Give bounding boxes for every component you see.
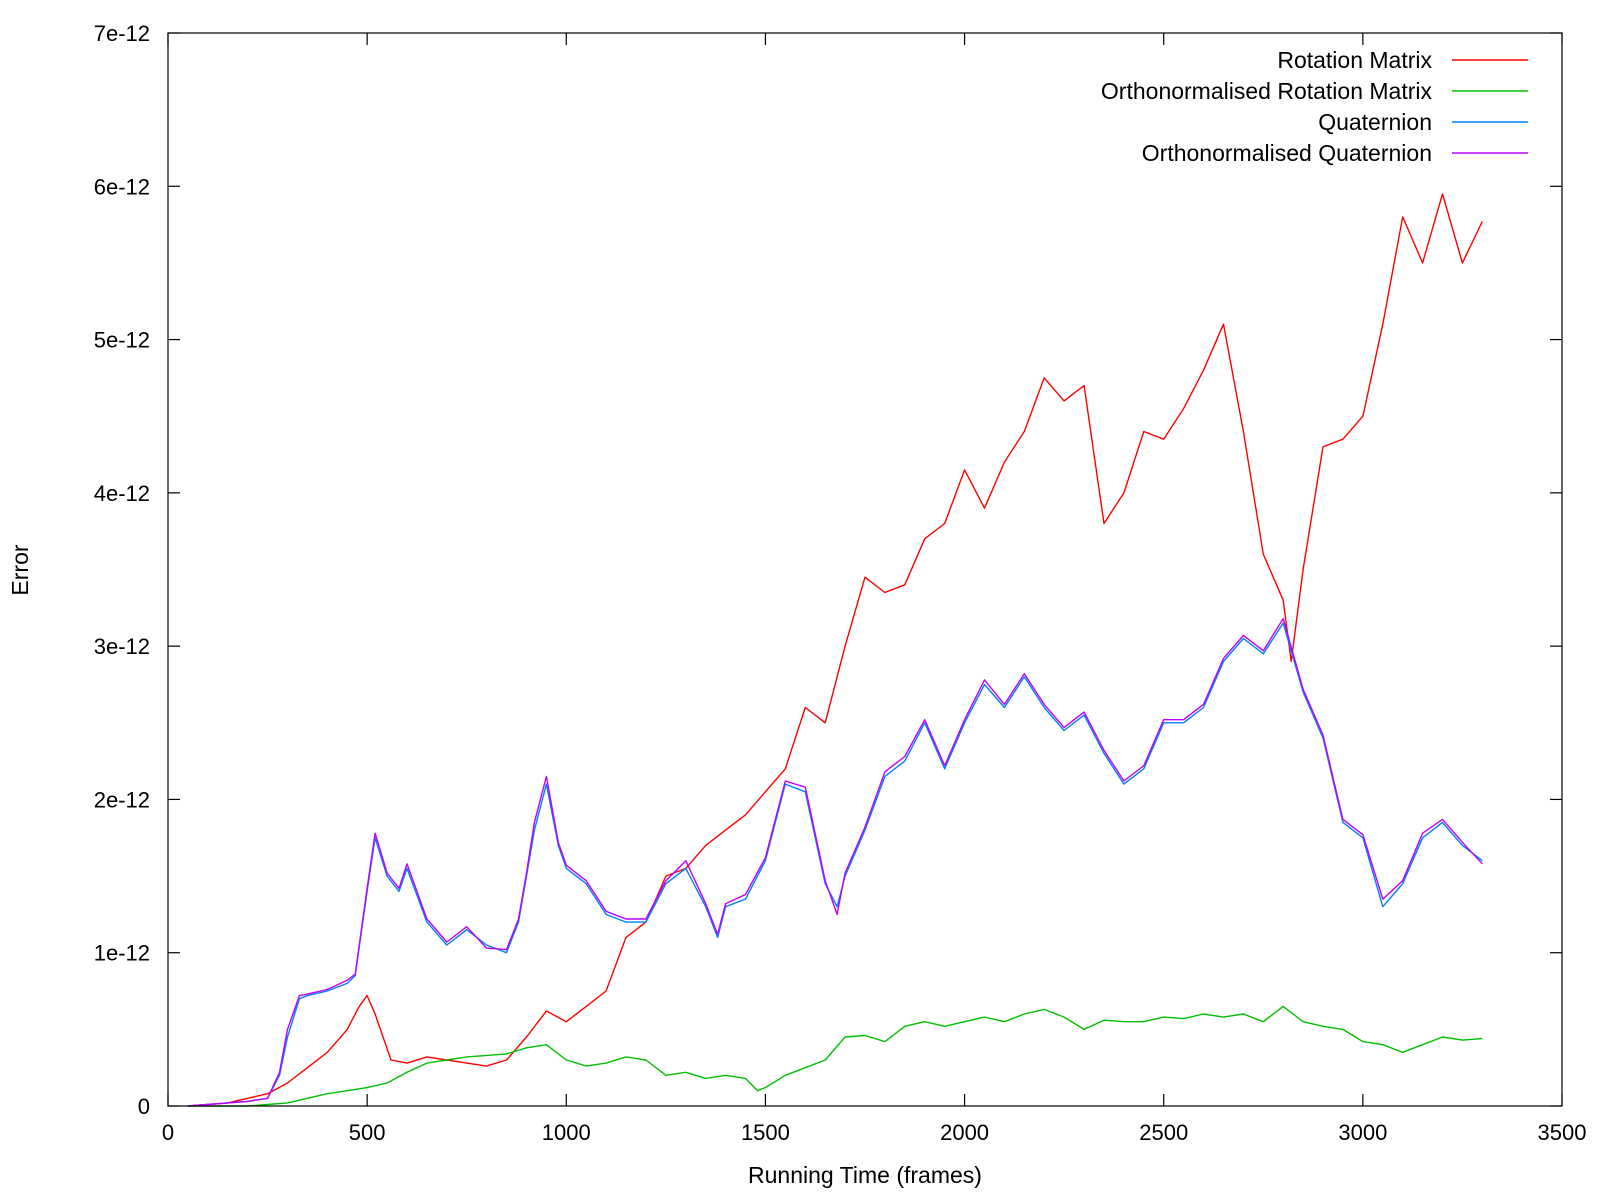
series-layer bbox=[187, 193, 1483, 1107]
y-tick-label: 5e-12 bbox=[94, 328, 150, 353]
series-orthonormalised-rotation-matrix-line bbox=[187, 1005, 1483, 1107]
y-tick-label: 4e-12 bbox=[94, 481, 150, 506]
plot-frame bbox=[167, 32, 1563, 1107]
x-tick-label: 2000 bbox=[940, 1120, 989, 1145]
series-orthonormalised-quaternion-line bbox=[187, 617, 1483, 1107]
x-axis-title: Running Time (frames) bbox=[748, 1162, 982, 1188]
x-tick-label: 500 bbox=[349, 1120, 386, 1145]
y-tick-label: 0 bbox=[138, 1094, 150, 1119]
x-tick-label: 3000 bbox=[1338, 1120, 1387, 1145]
x-tick-label: 2500 bbox=[1139, 1120, 1188, 1145]
y-tick-label: 6e-12 bbox=[94, 174, 150, 199]
y-tick-label: 3e-12 bbox=[94, 634, 150, 659]
y-tick-label: 2e-12 bbox=[94, 787, 150, 812]
legend-orthonormalised-rotation-matrix-label: Orthonormalised Rotation Matrix bbox=[1101, 78, 1433, 104]
x-tick-label: 1000 bbox=[542, 1120, 591, 1145]
legend-quaternion-label: Quaternion bbox=[1318, 109, 1432, 135]
y-tick-label: 7e-12 bbox=[94, 21, 150, 46]
x-axis: 0 500 1000 1500 2000 2500 3000 3500 bbox=[162, 33, 1587, 1145]
series-rotation-matrix-line bbox=[187, 193, 1483, 1107]
legend-rotation-matrix-label: Rotation Matrix bbox=[1277, 47, 1432, 73]
x-tick-label: 3500 bbox=[1538, 1120, 1587, 1145]
y-axis-title: Error bbox=[7, 544, 33, 595]
x-tick-label: 0 bbox=[162, 1120, 174, 1145]
legend: Rotation Matrix Orthonormalised Rotation … bbox=[1101, 47, 1528, 166]
x-tick-label: 1500 bbox=[741, 1120, 790, 1145]
y-axis: 0 1e-12 2e-12 3e-12 4e-12 5e-12 6e-12 7e-12 bbox=[94, 21, 1562, 1119]
legend-orthonormalised-quaternion-label: Orthonormalised Quaternion bbox=[1142, 140, 1432, 166]
y-tick-label: 1e-12 bbox=[94, 941, 150, 966]
